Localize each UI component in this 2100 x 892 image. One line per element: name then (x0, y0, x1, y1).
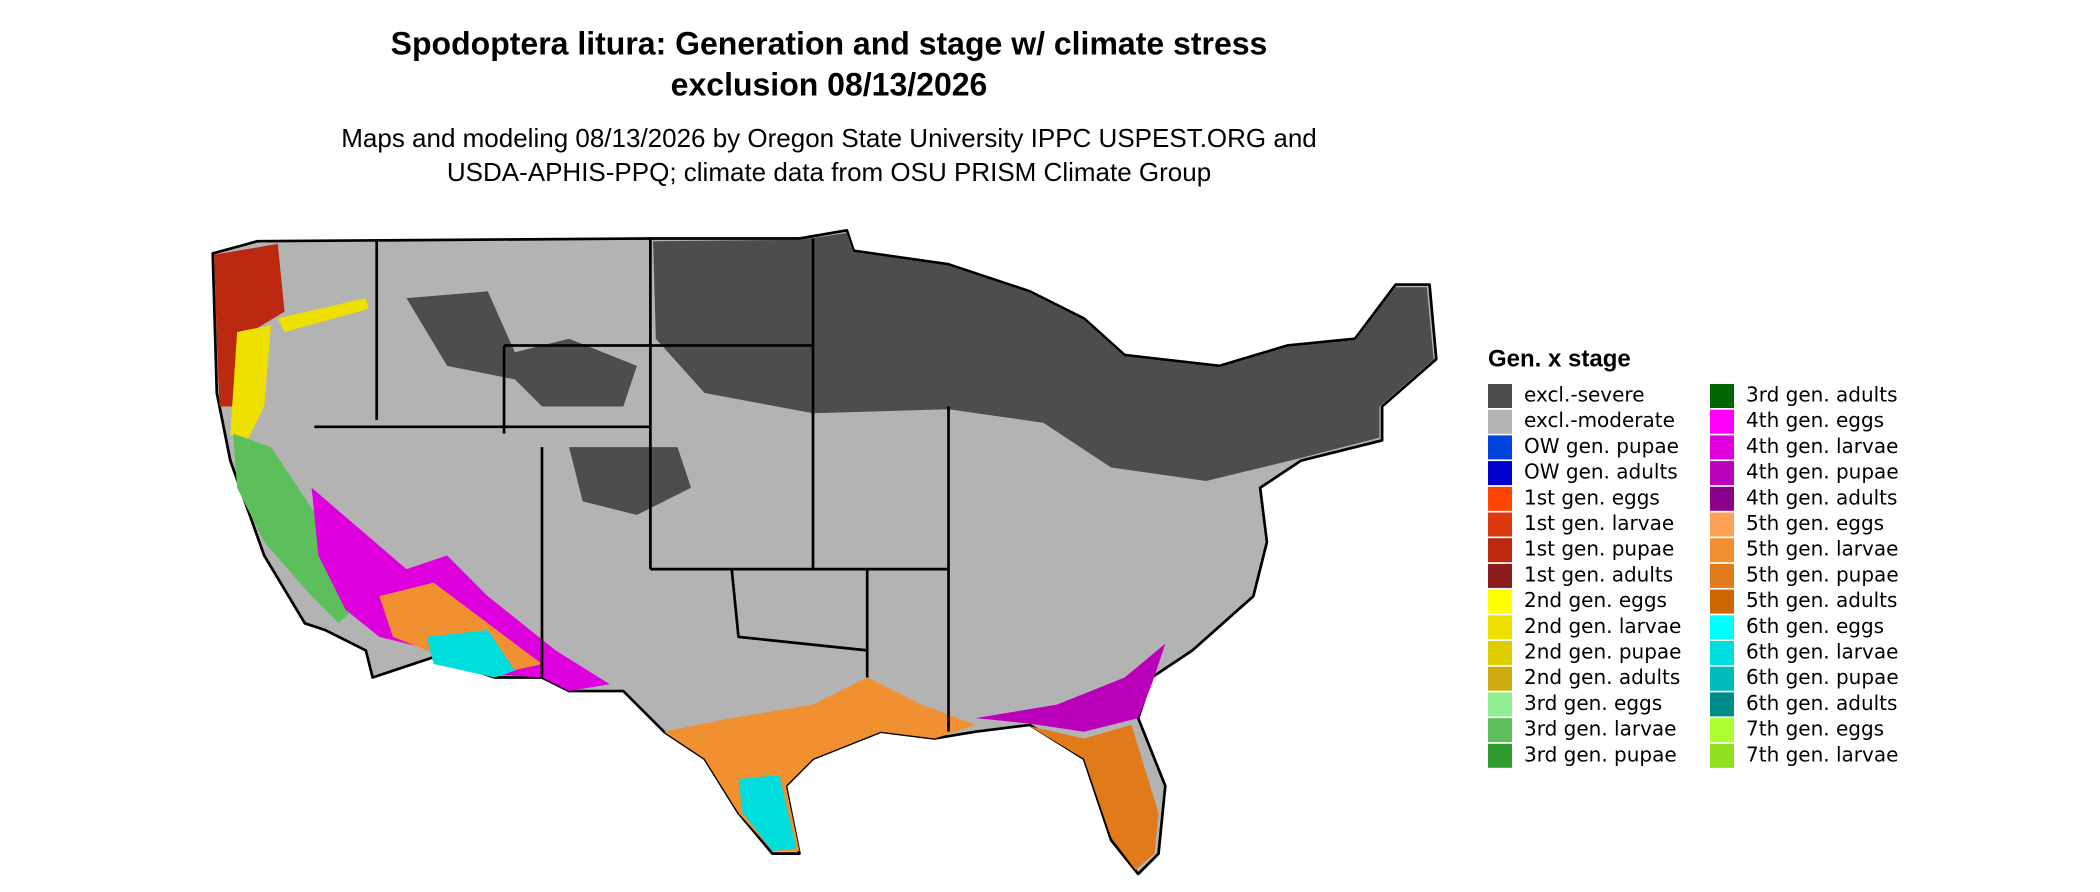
legend-label: 2nd gen. eggs (1524, 588, 1667, 612)
legend-label: 4th gen. adults (1746, 485, 1897, 509)
cyan-texas (738, 775, 797, 851)
legend-swatch (1488, 743, 1512, 768)
legend-swatch (1488, 409, 1512, 434)
orange-florida (1029, 724, 1159, 870)
legend-swatch (1710, 563, 1734, 588)
legend-swatch (1488, 512, 1512, 537)
legend-label: 1st gen. pupae (1524, 537, 1674, 561)
state-line (314, 238, 950, 732)
legend-label: 6th gen. eggs (1746, 614, 1884, 638)
legend-label: 7th gen. eggs (1746, 717, 1884, 741)
cyan-arizona (426, 630, 515, 678)
legend-label: 6th gen. larvae (1746, 640, 1898, 664)
legend-label: 3rd gen. pupae (1524, 742, 1677, 766)
legend-swatch (1710, 461, 1734, 486)
legend-swatch (1488, 718, 1512, 743)
legend-swatch (1488, 486, 1512, 511)
legend-label: excl.-severe (1524, 383, 1645, 407)
legend-label: 1st gen. adults (1524, 562, 1673, 586)
legend-label: 2nd gen. larvae (1524, 614, 1681, 638)
legend-label: 2nd gen. adults (1524, 665, 1680, 689)
legend-label: 7th gen. larvae (1746, 742, 1898, 766)
legend-label: 4th gen. larvae (1746, 434, 1898, 458)
legend-swatch (1488, 615, 1512, 640)
severe-north (653, 233, 1434, 482)
legend-title: Gen. x stage (1488, 345, 1631, 372)
legend-label: 5th gen. pupae (1746, 562, 1899, 586)
legend-label: 5th gen. adults (1746, 588, 1897, 612)
legend-label: 2nd gen. pupae (1524, 640, 1681, 664)
legend-swatch (1488, 435, 1512, 460)
severe-rockies (569, 447, 692, 515)
legend-label: 1st gen. eggs (1524, 485, 1660, 509)
legend-swatch (1488, 384, 1512, 408)
legend-label: 3rd gen. eggs (1524, 691, 1662, 715)
legend-swatch (1710, 435, 1734, 460)
legend-swatch (1488, 461, 1512, 486)
legend-label: 5th gen. eggs (1746, 511, 1884, 535)
red-coast (214, 243, 285, 407)
subtitle: USDA-APHIS-PPQ; climate data from OSU PR… (447, 157, 1211, 187)
magenta-southeast (975, 643, 1166, 732)
title: Spodoptera litura: Generation and stage … (391, 25, 1268, 61)
legend-swatch (1710, 384, 1734, 408)
yellow-oregon (277, 298, 369, 332)
legend-label: excl.-moderate (1524, 408, 1675, 432)
map (211, 228, 1438, 876)
legend-label: 1st gen. larvae (1524, 511, 1674, 535)
legend-label: OW gen. adults (1524, 460, 1678, 484)
legend-swatch (1710, 692, 1734, 717)
legend-swatch (1710, 615, 1734, 640)
title: exclusion 08/13/2026 (671, 66, 988, 102)
legend-label: OW gen. pupae (1524, 434, 1679, 458)
legend-swatch (1710, 538, 1734, 563)
subtitle: Maps and modeling 08/13/2026 by Oregon S… (341, 123, 1317, 153)
magenta-southwest (311, 487, 610, 692)
legend-swatch (1710, 512, 1734, 537)
legend-label: 5th gen. larvae (1746, 537, 1898, 561)
legend-swatch (1710, 666, 1734, 691)
legend-label: 6th gen. adults (1746, 691, 1897, 715)
legend-label: 3rd gen. larvae (1524, 717, 1676, 741)
legend-swatch (1488, 641, 1512, 665)
legend-label: 4th gen. eggs (1746, 408, 1884, 432)
legend-swatch (1488, 538, 1512, 563)
legend-swatch (1710, 486, 1734, 511)
legend-swatch (1488, 666, 1512, 691)
legend-swatch (1488, 563, 1512, 588)
legend-swatch (1710, 718, 1734, 743)
legend-swatch (1710, 641, 1734, 665)
legend-label: 3rd gen. adults (1746, 383, 1897, 407)
legend-label: 6th gen. pupae (1746, 665, 1899, 689)
severe-west (406, 291, 637, 407)
orange-gulf (663, 677, 976, 851)
legend-swatch (1488, 692, 1512, 717)
legend-label: 4th gen. pupae (1746, 460, 1899, 484)
legend-swatch (1710, 409, 1734, 434)
yellow-coast (230, 325, 271, 448)
legend-swatch (1710, 589, 1734, 614)
legend-swatch (1710, 743, 1734, 768)
legend-swatch (1488, 589, 1512, 614)
